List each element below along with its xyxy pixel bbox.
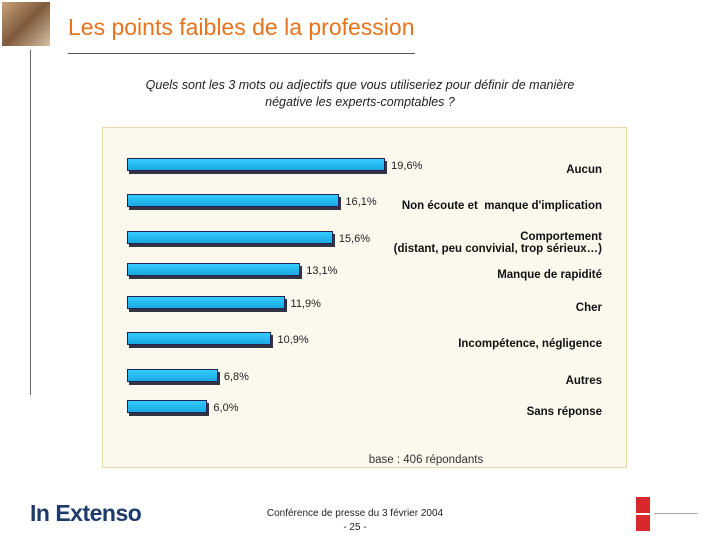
category-label: Autres: [565, 375, 602, 387]
value-label: 6,0%: [213, 402, 239, 414]
title: Les points faibles de la profession: [68, 14, 415, 40]
value-label: 19,6%: [391, 160, 423, 172]
bar: [127, 231, 333, 244]
value-label: 16,1%: [345, 196, 377, 208]
category-label: Comportement (distant, peu convivial, tr…: [393, 231, 602, 255]
bar: [127, 400, 208, 413]
bar: [127, 369, 218, 382]
bar: [127, 158, 386, 171]
category-label: Incompétence, négligence: [458, 338, 602, 350]
footer-event: Conférence de presse du 3 février 2004: [266, 508, 444, 519]
value-label: 13,1%: [306, 265, 338, 277]
logo-text: In Extenso: [30, 500, 142, 526]
category-label: Sans réponse: [526, 406, 602, 418]
value-label: 6,8%: [223, 371, 249, 383]
value-label: 11,9%: [290, 298, 321, 310]
bar: [127, 296, 285, 309]
value-label: 10,9%: [277, 334, 309, 346]
footer-page: - 25 -: [343, 522, 367, 533]
bar: [127, 263, 301, 276]
value-label: 15,6%: [338, 233, 371, 245]
subtitle: Quels sont les 3 mots ou adjectifs que v…: [145, 78, 575, 109]
ga-logo: [636, 497, 698, 531]
chart: 19,6% Aucun 16,1% Non écoute et manque d'im…: [102, 127, 627, 468]
category-label: Aucun: [566, 164, 602, 176]
photo: [2, 2, 50, 46]
title-rule: [68, 53, 415, 54]
category-label: Cher: [575, 302, 602, 314]
category-label: Non écoute et manque d'implication: [401, 200, 602, 212]
side-rule: [30, 50, 31, 395]
category-label: Manque de rapidité: [497, 269, 602, 281]
bar: [127, 194, 340, 207]
bar: [127, 332, 272, 345]
note: base : 406 répondants: [368, 454, 484, 466]
